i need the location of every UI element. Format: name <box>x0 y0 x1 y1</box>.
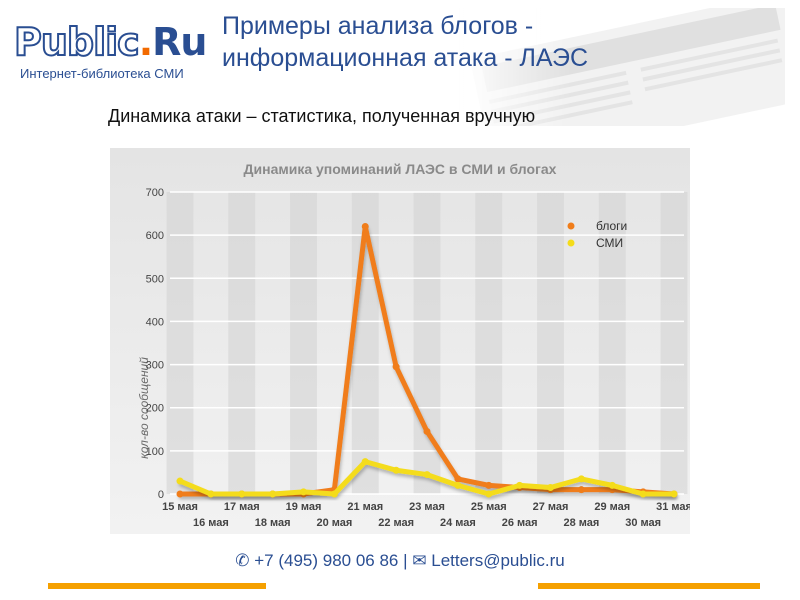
data-point <box>547 484 554 492</box>
data-point <box>639 490 647 498</box>
x-tick-label: 16 мая <box>193 517 229 529</box>
legend-marker <box>567 239 575 247</box>
x-tick-label: 23 мая <box>409 501 445 513</box>
page-subtitle: Динамика атаки – статистика, полученная … <box>108 106 536 126</box>
logo-wordmark: Public.Ru <box>13 19 207 65</box>
column-band <box>166 192 194 494</box>
y-tick-label: 100 <box>146 446 164 458</box>
contact-line: ✆ +7 (495) 980 06 86 | ✉ Letters@public.… <box>0 551 800 571</box>
y-tick-label: 0 <box>158 489 164 501</box>
legend-marker <box>567 222 575 230</box>
y-tick-label: 500 <box>146 273 164 285</box>
line-chart: Динамика упоминаний ЛАЭС в СМИ и блогах … <box>110 148 690 534</box>
data-point <box>485 490 493 498</box>
data-point <box>176 477 184 485</box>
x-tick-label: 21 мая <box>347 501 383 513</box>
data-point <box>176 490 184 498</box>
x-tick-label: 29 мая <box>594 501 630 513</box>
data-point <box>269 490 277 498</box>
public-ru-logo[interactable]: Public.Ru Интернет-библиотека СМИ <box>13 19 214 86</box>
column-band <box>228 192 256 494</box>
chart-title: Динамика упоминаний ЛАЭС в СМИ и блогах <box>244 161 557 177</box>
data-point <box>392 466 400 474</box>
y-tick-label: 300 <box>146 360 164 372</box>
data-point <box>392 363 400 371</box>
x-tick-label: 28 мая <box>563 517 599 529</box>
legend-label: блоги <box>596 219 627 233</box>
x-tick-label: 26 мая <box>502 517 538 529</box>
email-link[interactable]: Letters@public.ru <box>431 551 565 570</box>
data-point <box>516 481 524 489</box>
column-band <box>660 192 688 494</box>
phone-icon: ✆ <box>235 551 250 571</box>
x-tick-label: 24 мая <box>440 517 476 529</box>
y-tick-label: 700 <box>146 187 164 199</box>
data-point <box>577 486 585 494</box>
phone-number[interactable]: +7 (495) 980 06 86 <box>254 551 399 570</box>
data-point <box>361 458 369 466</box>
data-point <box>423 427 431 435</box>
x-tick-label: 17 мая <box>224 501 260 513</box>
newspaper-illustration <box>455 8 785 126</box>
y-tick-label: 600 <box>146 230 164 242</box>
legend-label: СМИ <box>596 236 623 250</box>
x-tick-label: 25 мая <box>471 501 507 513</box>
x-tick-label: 15 мая <box>162 501 198 513</box>
data-point <box>207 490 215 498</box>
data-point <box>423 471 431 479</box>
x-tick-label: 30 мая <box>625 517 661 529</box>
data-point <box>454 481 462 489</box>
column-band <box>475 192 503 494</box>
column-band <box>290 192 317 494</box>
x-tick-label: 19 мая <box>286 501 322 513</box>
data-point <box>608 481 616 489</box>
footer-bar-right <box>538 583 760 589</box>
x-tick-label: 27 мая <box>533 501 569 513</box>
page-title: Примеры анализа блогов - информационная … <box>222 12 589 72</box>
data-point <box>361 223 369 231</box>
column-band <box>537 192 564 494</box>
x-tick-label: 22 мая <box>378 517 414 529</box>
x-tick-label: 18 мая <box>255 517 291 529</box>
logo-tagline: Интернет-библиотека СМИ <box>20 66 184 81</box>
x-tick-label: 31 мая <box>656 501 690 513</box>
y-tick-label: 400 <box>146 316 164 328</box>
data-point <box>577 475 585 483</box>
y-tick-label: 200 <box>146 403 164 415</box>
data-point <box>454 475 462 483</box>
data-point <box>300 488 307 496</box>
data-point <box>330 490 338 498</box>
separator: | <box>403 551 408 570</box>
column-band <box>598 192 626 494</box>
y-axis-label: кол-во сообщений <box>137 357 151 459</box>
envelope-icon: ✉ <box>412 551 427 571</box>
data-point <box>238 490 246 498</box>
x-tick-label: 20 мая <box>316 517 352 529</box>
footer-bar-left <box>48 583 266 589</box>
data-point <box>485 481 493 489</box>
data-point <box>670 490 678 498</box>
